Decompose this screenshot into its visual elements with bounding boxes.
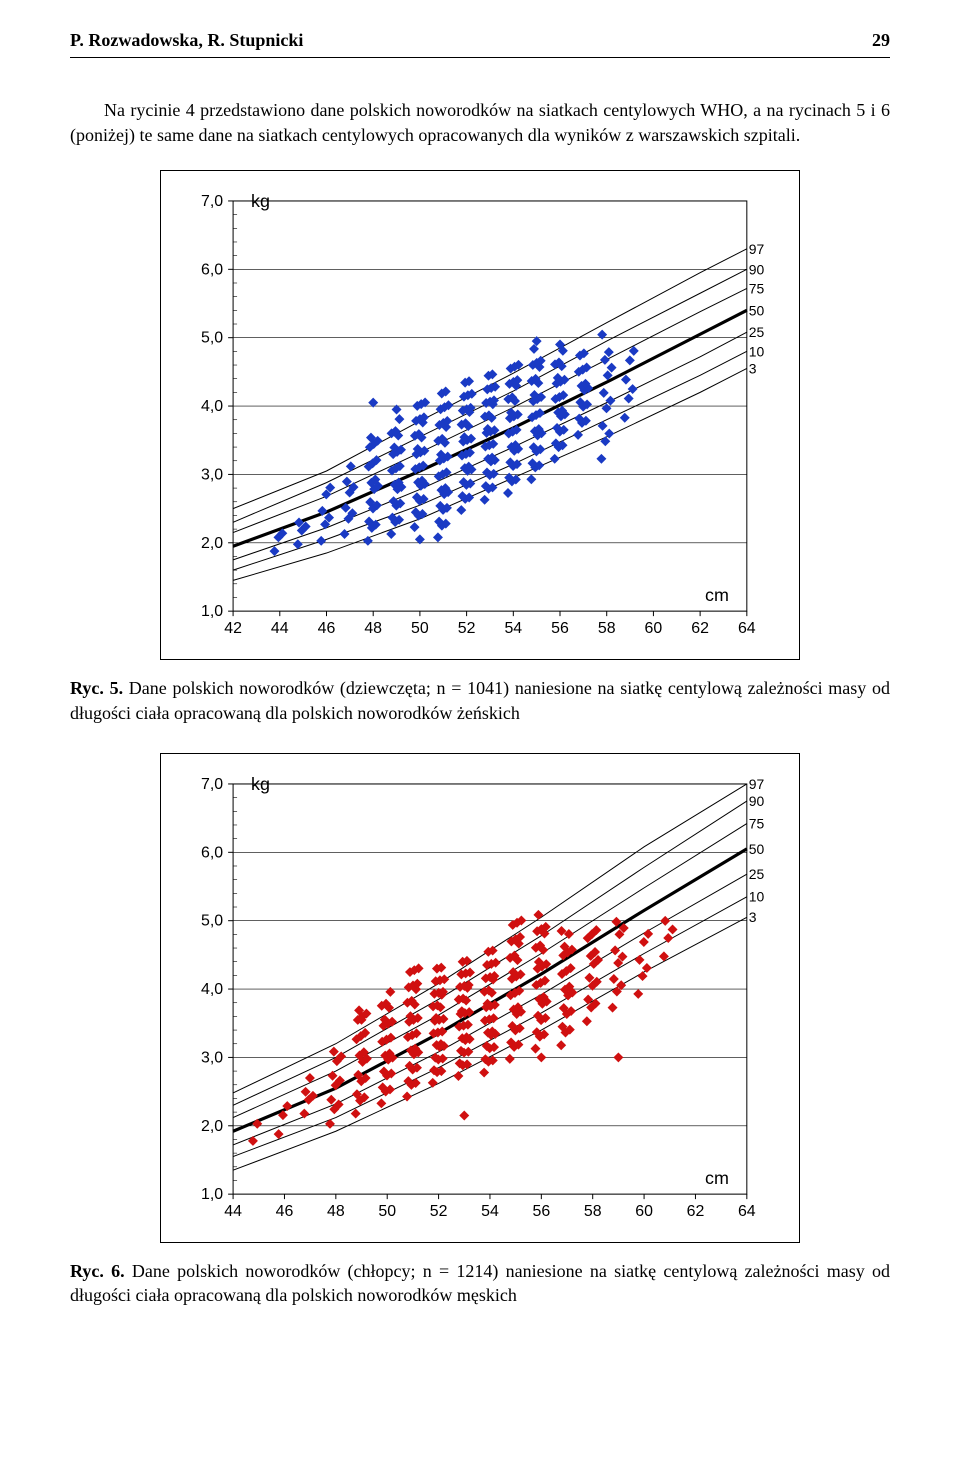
y-tick-label: 1,0 [201,604,223,621]
x-tick-label: 50 [378,1203,396,1220]
header-page-number: 29 [872,30,890,51]
x-tick-label: 48 [327,1203,345,1220]
y-tick-label: 6,0 [201,844,223,861]
chart6-svg: 1,0 2,0 3,0 4,0 5,0 6,0 7,0 44 46 48 50 52 54 56 58 60 6… [177,774,783,1228]
x-tick-label: 44 [271,620,289,637]
x-tick-label: 54 [504,620,522,637]
y-axis-label: kg [251,774,270,794]
x-tick-label: 62 [687,1203,705,1220]
page-header: P. Rozwadowska, R. Stupnicki 29 [70,30,890,58]
x-tick-label: 56 [551,620,569,637]
percentile-label-75: 75 [749,816,765,832]
percentile-label-50: 50 [749,841,765,857]
figure-6-label: Ryc. 6. [70,1261,125,1281]
figure-5-chart: 1,0 2,0 3,0 4,0 5,0 6,0 7,0 42 44 46 48 50 52 54 56 58 6… [160,170,800,660]
percentile-label-3: 3 [749,909,757,925]
percentile-label-10: 10 [749,344,765,360]
x-tick-label: 56 [532,1203,550,1220]
y-tick-label: 6,0 [201,262,223,279]
y-axis-label: kg [251,191,270,211]
x-tick-label: 46 [276,1203,294,1220]
y-tick-label: 1,0 [201,1186,223,1203]
x-tick-label: 48 [364,620,382,637]
x-tick-label: 64 [738,1203,756,1220]
x-tick-label: 44 [224,1203,242,1220]
x-tick-label: 52 [430,1203,448,1220]
y-tick-label: 2,0 [201,1118,223,1135]
percentile-label-10: 10 [749,889,765,905]
x-tick-label: 50 [411,620,429,637]
y-tick-label: 5,0 [201,330,223,347]
x-tick-label: 46 [318,620,336,637]
percentile-label-75: 75 [749,281,765,297]
percentile-label-90: 90 [749,262,765,278]
x-tick-label: 58 [584,1203,602,1220]
y-tick-label: 7,0 [201,193,223,210]
y-tick-label: 4,0 [201,981,223,998]
percentile-label-25: 25 [749,325,765,341]
percentile-label-97: 97 [749,241,765,257]
x-tick-label: 60 [635,1203,653,1220]
percentile-label-3: 3 [749,361,757,377]
x-tick-label: 52 [458,620,476,637]
y-tick-label: 5,0 [201,913,223,930]
x-axis-label: cm [705,586,729,606]
percentile-label-97: 97 [749,776,765,792]
y-tick-label: 3,0 [201,467,223,484]
x-axis-label: cm [705,1168,729,1188]
x-tick-label: 60 [645,620,663,637]
intro-paragraph: Na rycinie 4 przedstawiono dane polskich… [70,98,890,148]
y-tick-label: 7,0 [201,776,223,793]
figure-6-caption: Ryc. 6. Dane polskich noworodków (chłopc… [70,1259,890,1308]
figure-5-caption: Ryc. 5. Dane polskich noworodków (dziewc… [70,676,890,725]
y-tick-label: 3,0 [201,1049,223,1066]
x-tick-label: 64 [738,620,756,637]
figure-5-text: Dane polskich noworodków (dziewczęta; n … [70,678,890,722]
x-tick-label: 54 [481,1203,499,1220]
percentile-label-90: 90 [749,793,765,809]
y-tick-label: 2,0 [201,535,223,552]
header-authors: P. Rozwadowska, R. Stupnicki [70,30,303,51]
y-tick-label: 4,0 [201,398,223,415]
x-tick-label: 42 [224,620,242,637]
chart5-svg: 1,0 2,0 3,0 4,0 5,0 6,0 7,0 42 44 46 48 50 52 54 56 58 6… [177,191,783,645]
percentile-label-25: 25 [749,866,765,882]
figure-5-label: Ryc. 5. [70,678,123,698]
x-tick-label: 62 [691,620,709,637]
figure-6-text: Dane polskich noworodków (chłopcy; n = 1… [70,1261,890,1305]
figure-6-chart: 1,0 2,0 3,0 4,0 5,0 6,0 7,0 44 46 48 50 52 54 56 58 60 6… [160,753,800,1243]
percentile-label-50: 50 [749,303,765,319]
x-tick-label: 58 [598,620,616,637]
